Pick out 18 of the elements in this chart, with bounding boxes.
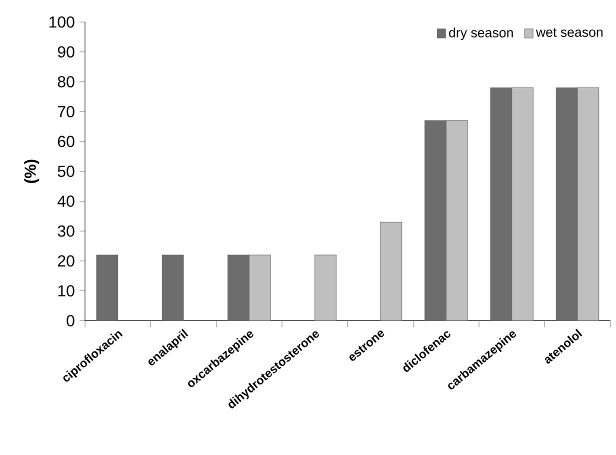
y-tick-label: 10 xyxy=(58,285,74,297)
bar xyxy=(162,254,184,322)
y-tick-label: 80 xyxy=(58,76,74,88)
y-tick-label: 30 xyxy=(58,226,74,237)
y-tick-label: 60 xyxy=(58,136,74,148)
y-tick-label: 20 xyxy=(58,255,74,267)
y-tick-label: 0 xyxy=(66,315,74,326)
y-tick-label: 70 xyxy=(58,106,74,118)
bar xyxy=(314,254,336,322)
y-tick-label: 100 xyxy=(49,16,74,28)
y-tick-label: 50 xyxy=(58,166,74,178)
legend-label: dry season xyxy=(449,28,513,40)
legend-label: wet season xyxy=(536,28,603,38)
y-tick-label: 40 xyxy=(58,196,74,208)
bar xyxy=(96,254,118,322)
bar xyxy=(380,222,402,322)
y-axis-title: (%) xyxy=(24,160,40,184)
y-tick-label: 90 xyxy=(58,46,74,58)
